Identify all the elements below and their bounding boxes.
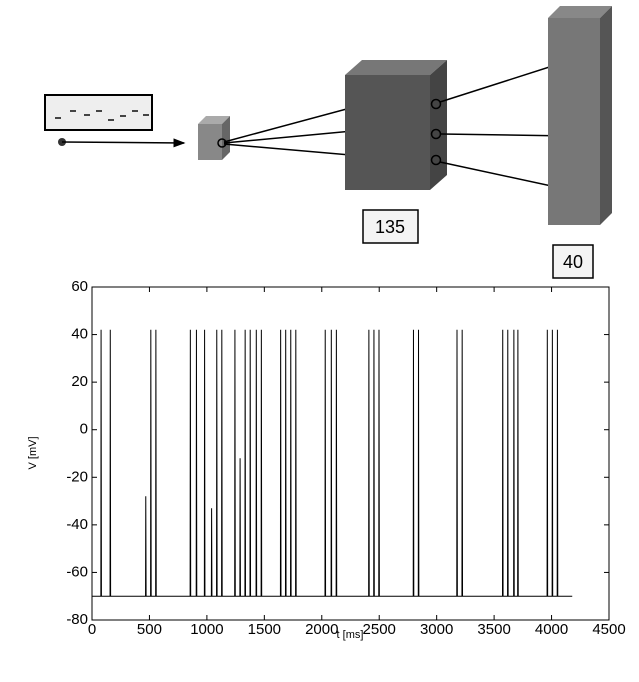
y-tick-label: -40 — [66, 516, 88, 533]
input-pattern — [55, 110, 149, 121]
x-tick-label: 4500 — [592, 621, 625, 638]
x-axis-label: t [ms] — [337, 629, 364, 641]
x-tick-label: 500 — [137, 621, 162, 638]
x-tick-label: 1500 — [248, 621, 281, 638]
x-tick-label: 4000 — [535, 621, 568, 638]
y-tick-label: 40 — [71, 326, 88, 343]
arrow — [61, 138, 186, 148]
x-tick-label: 1000 — [190, 621, 223, 638]
y-tick-label: 20 — [71, 373, 88, 390]
label-box — [552, 244, 594, 279]
block-side — [600, 6, 612, 225]
node — [430, 154, 442, 166]
y-tick-label: 60 — [71, 278, 88, 295]
block — [345, 75, 430, 190]
block-top — [345, 60, 447, 75]
voltage-trace — [92, 329, 573, 597]
y-tick-label: -80 — [66, 611, 88, 628]
network-diagram: 135 40 — [44, 6, 612, 279]
x-tick-label: 3000 — [420, 621, 453, 638]
x-tick-label: 3500 — [477, 621, 510, 638]
block-top — [548, 6, 612, 18]
plot-frame — [91, 286, 610, 621]
y-tick-label: 0 — [80, 421, 88, 438]
x-tick-label: 0 — [88, 621, 96, 638]
y-tick-label: -60 — [66, 563, 88, 580]
block — [548, 18, 600, 225]
layer-size: 40 — [563, 252, 583, 272]
node — [430, 128, 442, 140]
node — [430, 98, 442, 110]
block-side — [430, 60, 447, 190]
label-box — [362, 209, 419, 244]
arrow — [439, 60, 567, 103]
x-tick-label: 2500 — [363, 621, 396, 638]
y-axis-label: V [mV] — [27, 436, 39, 469]
cube-side — [222, 116, 230, 160]
cube-top — [198, 116, 230, 124]
x-tick-label: 2000 — [305, 621, 338, 638]
layer-size: 135 — [375, 217, 405, 237]
y-tick-label: -20 — [66, 468, 88, 485]
input-box — [44, 94, 153, 131]
